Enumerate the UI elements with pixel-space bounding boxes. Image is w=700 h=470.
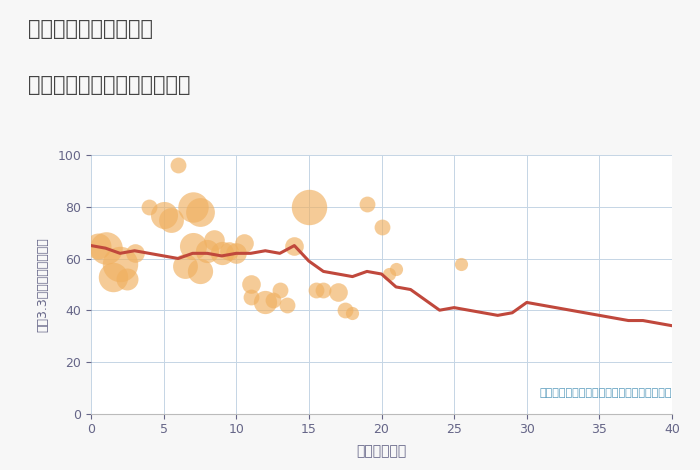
Point bbox=[195, 208, 206, 216]
Point bbox=[318, 286, 329, 293]
Point bbox=[456, 260, 467, 267]
X-axis label: 築年数（年）: 築年数（年） bbox=[356, 445, 407, 459]
Point bbox=[346, 309, 358, 317]
Point bbox=[129, 250, 140, 257]
Point bbox=[245, 293, 256, 301]
Point bbox=[114, 260, 126, 267]
Text: 円の大きさは、取引のあった物件面積を示す: 円の大きさは、取引のあった物件面積を示す bbox=[540, 388, 672, 398]
Y-axis label: 平（3.3㎡）単価（万円）: 平（3.3㎡）単価（万円） bbox=[36, 237, 49, 332]
Point bbox=[144, 203, 155, 211]
Point bbox=[231, 250, 242, 257]
Point bbox=[172, 162, 183, 169]
Point bbox=[195, 267, 206, 275]
Text: 三重県松阪市西野々町: 三重県松阪市西野々町 bbox=[28, 19, 153, 39]
Point bbox=[376, 224, 387, 231]
Point bbox=[245, 281, 256, 288]
Point bbox=[383, 270, 394, 278]
Point bbox=[209, 236, 220, 244]
Point bbox=[267, 296, 278, 304]
Point bbox=[303, 203, 314, 211]
Point bbox=[202, 247, 213, 254]
Text: 築年数別中古マンション価格: 築年数別中古マンション価格 bbox=[28, 75, 190, 95]
Point bbox=[260, 299, 271, 306]
Point bbox=[158, 211, 169, 218]
Point bbox=[274, 286, 286, 293]
Point bbox=[281, 301, 293, 309]
Point bbox=[289, 242, 300, 249]
Point bbox=[180, 262, 191, 270]
Point bbox=[340, 306, 351, 314]
Point bbox=[216, 250, 228, 257]
Point bbox=[391, 265, 402, 273]
Point bbox=[187, 203, 198, 211]
Point bbox=[107, 273, 118, 280]
Point bbox=[311, 286, 322, 293]
Point bbox=[165, 216, 176, 223]
Point bbox=[122, 275, 133, 283]
Point bbox=[100, 244, 111, 252]
Point bbox=[223, 247, 235, 254]
Point bbox=[332, 288, 344, 296]
Point bbox=[238, 239, 249, 247]
Point bbox=[187, 242, 198, 249]
Point bbox=[361, 200, 372, 208]
Point bbox=[92, 242, 104, 249]
